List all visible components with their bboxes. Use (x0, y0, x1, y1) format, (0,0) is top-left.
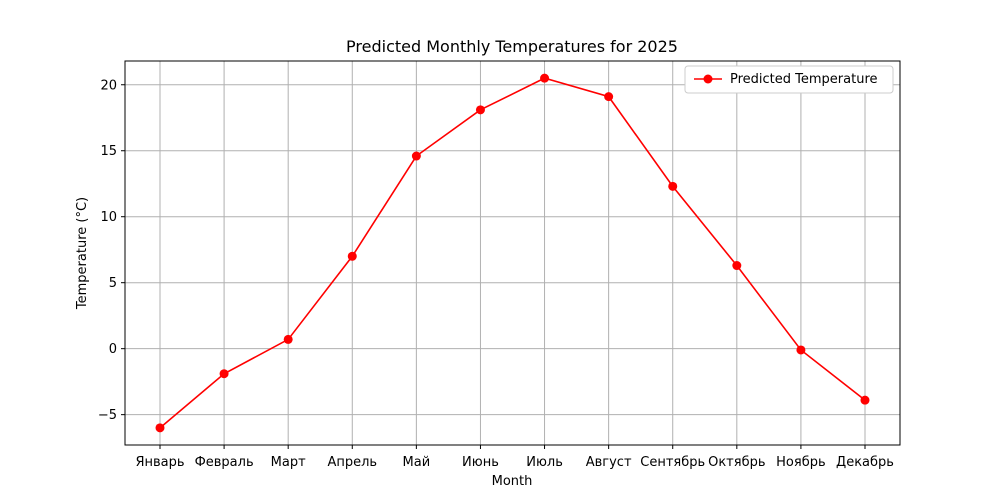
x-tick-label: Май (403, 455, 431, 470)
data-point (540, 73, 550, 83)
data-point (283, 334, 293, 344)
x-tick-label: Декабрь (836, 455, 894, 470)
y-tick-label: 20 (100, 78, 117, 93)
y-axis-ticks: −5 0 5 10 15 20 (98, 78, 125, 423)
x-tick-label: Сентябрь (640, 455, 705, 470)
data-point (860, 395, 870, 405)
y-tick-label: 0 (109, 342, 117, 357)
data-point (347, 251, 357, 261)
x-tick-label: Ноябрь (776, 455, 825, 470)
y-tick-label: 5 (109, 276, 117, 291)
series-line (159, 77, 866, 429)
data-point (411, 151, 421, 161)
x-tick-label: Январь (135, 455, 184, 470)
data-point (668, 181, 678, 191)
y-tick-label: 15 (100, 144, 117, 159)
grid (125, 61, 900, 445)
x-axis-ticks: Январь Февраль Март Апрель Май Июнь Июль Август… (135, 445, 894, 470)
x-tick-label: Октябрь (708, 455, 765, 470)
legend-label: Predicted Temperature (730, 72, 878, 87)
data-point (732, 261, 742, 271)
legend-marker (703, 74, 713, 84)
x-tick-label: Август (586, 455, 632, 470)
y-tick-label: 10 (100, 210, 117, 225)
data-point (155, 423, 165, 433)
data-point (604, 92, 614, 102)
y-tick-label: −5 (98, 408, 117, 423)
x-tick-label: Июль (526, 455, 563, 470)
series-points (155, 73, 870, 433)
chart-title: Predicted Monthly Temperatures for 2025 (346, 37, 678, 56)
plot-frame (124, 60, 901, 446)
series-layer (155, 73, 870, 433)
data-point (219, 369, 229, 379)
legend: Predicted Temperature (684, 65, 894, 94)
x-tick-label: Апрель (327, 455, 377, 470)
x-tick-label: Март (271, 455, 306, 470)
legend-box (684, 65, 894, 94)
x-tick-label: Февраль (195, 455, 254, 470)
data-point (475, 105, 485, 115)
x-axis-title: Month (492, 474, 533, 489)
x-tick-label: Июнь (462, 455, 499, 470)
data-point (796, 345, 806, 355)
y-axis-title: Temperature (°C) (75, 197, 90, 310)
